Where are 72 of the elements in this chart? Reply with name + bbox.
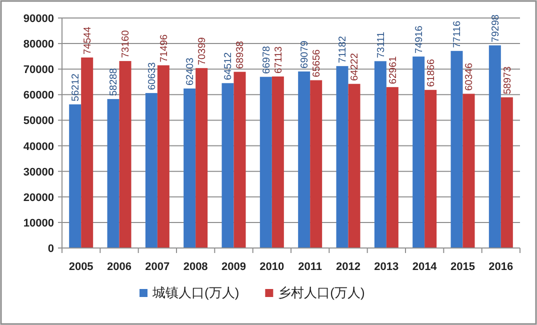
x-tick-label: 2008 bbox=[183, 261, 208, 273]
bar bbox=[386, 87, 398, 248]
bar bbox=[336, 66, 348, 248]
data-label: 67113 bbox=[273, 46, 284, 74]
data-label: 65656 bbox=[312, 48, 323, 78]
y-tick-label: 90000 bbox=[23, 13, 54, 25]
x-tick-label: 2010 bbox=[260, 261, 284, 273]
bar bbox=[298, 71, 310, 248]
x-tick-label: 2006 bbox=[107, 261, 132, 273]
bar bbox=[500, 97, 513, 248]
data-label: 64222 bbox=[350, 52, 361, 81]
bar bbox=[462, 94, 475, 248]
y-tick-label: 80000 bbox=[23, 38, 54, 51]
bar bbox=[310, 80, 322, 248]
legend-label: 城镇人口(万人) bbox=[152, 285, 240, 300]
data-label: 73160 bbox=[120, 30, 132, 58]
bar bbox=[184, 88, 196, 248]
legend-label: 乡村人口(万人) bbox=[278, 285, 365, 300]
x-tick-label: 2011 bbox=[298, 261, 322, 273]
data-label: 66978 bbox=[261, 46, 272, 74]
bar bbox=[348, 84, 360, 248]
data-label: 74916 bbox=[414, 25, 426, 54]
bar bbox=[69, 104, 82, 248]
data-label: 68938 bbox=[235, 40, 246, 69]
bar bbox=[119, 61, 132, 248]
data-label: 79298 bbox=[490, 14, 502, 42]
data-label: 62961 bbox=[388, 56, 399, 84]
y-tick-label: 70000 bbox=[23, 64, 54, 76]
data-label: 70399 bbox=[197, 36, 208, 66]
data-label: 77116 bbox=[452, 20, 464, 48]
y-tick-label: 60000 bbox=[23, 90, 54, 102]
x-tick-label: 2005 bbox=[68, 261, 94, 273]
x-tick-label: 2012 bbox=[336, 261, 360, 273]
data-label: 58288 bbox=[108, 68, 120, 96]
data-label: 58973 bbox=[502, 66, 514, 94]
data-label: 60346 bbox=[464, 62, 476, 91]
bar bbox=[81, 58, 94, 248]
y-tick-label: 10000 bbox=[23, 217, 54, 230]
x-tick-label: 2014 bbox=[412, 261, 438, 273]
bar bbox=[196, 68, 208, 248]
data-label: 74544 bbox=[82, 26, 94, 54]
bar bbox=[157, 65, 170, 248]
data-label: 60633 bbox=[146, 62, 158, 90]
data-label: 61866 bbox=[426, 58, 438, 87]
data-label: 56212 bbox=[70, 73, 82, 102]
y-tick-label: 50000 bbox=[23, 115, 54, 128]
bar bbox=[450, 50, 463, 248]
bar bbox=[488, 45, 501, 248]
data-label: 71182 bbox=[338, 36, 349, 64]
data-label: 64512 bbox=[223, 52, 234, 80]
x-tick-label: 2015 bbox=[450, 261, 475, 273]
x-tick-label: 2007 bbox=[145, 261, 170, 273]
y-tick-label: 20000 bbox=[23, 192, 54, 204]
bar bbox=[424, 90, 437, 248]
bar bbox=[374, 61, 386, 248]
bar bbox=[272, 76, 284, 248]
data-label: 73111 bbox=[376, 31, 387, 58]
bar bbox=[234, 72, 246, 248]
bar bbox=[260, 76, 272, 248]
bar bbox=[145, 93, 158, 248]
y-tick-label: 40000 bbox=[23, 140, 54, 153]
y-tick-label: 0 bbox=[48, 243, 54, 255]
data-label: 71496 bbox=[158, 34, 170, 62]
x-tick-label: 2013 bbox=[374, 261, 399, 273]
data-label: 69079 bbox=[300, 40, 311, 68]
y-tick-label: 30000 bbox=[23, 166, 54, 178]
bar bbox=[107, 99, 120, 248]
bar bbox=[222, 83, 234, 248]
bar bbox=[412, 56, 425, 248]
x-tick-label: 2009 bbox=[222, 261, 246, 273]
data-label: 62403 bbox=[185, 57, 196, 86]
x-tick-label: 2016 bbox=[488, 261, 514, 273]
